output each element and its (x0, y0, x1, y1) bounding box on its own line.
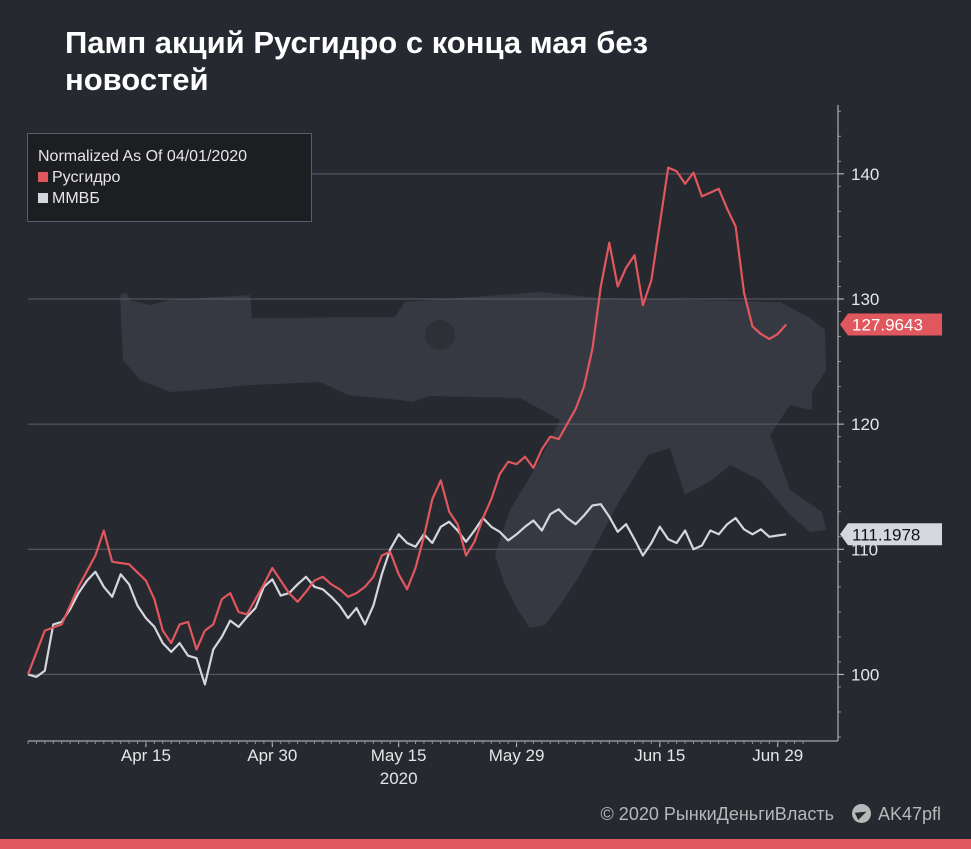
last-value-tag (840, 523, 942, 546)
legend-header: Normalized As Of 04/01/2020 (38, 148, 248, 165)
last-value-tag (840, 313, 942, 336)
legend-label-rusgidro: Русгидро (52, 169, 121, 186)
x-tick-label: Apr 15 (121, 746, 171, 765)
y-tick-label: 140 (851, 165, 879, 184)
series-line-mmvb (27, 503, 787, 686)
legend-swatch-rusgidro (38, 172, 48, 182)
copyright-text: © 2020 РынкиДеньгиВласть (600, 804, 834, 824)
bottom-accent-bar (0, 839, 971, 849)
x-tick-label: Apr 30 (247, 746, 297, 765)
x-tick-label: May 15 (371, 746, 427, 765)
telegram-handle: AK47pfl (877, 804, 941, 824)
legend-swatch-mmvb (38, 193, 48, 203)
x-year-label: 2020 (380, 769, 418, 788)
rifle-watermark (120, 292, 826, 628)
telegram-icon (851, 804, 871, 823)
legend-item-mmvb: ММВБ (38, 188, 311, 209)
last-value-label: 111.1978 (852, 525, 920, 544)
chart-title: Памп акций Русгидро с конца мая без ново… (65, 25, 649, 97)
x-tick-label: Jun 15 (634, 746, 685, 765)
x-tick-label: May 29 (489, 746, 545, 765)
series-line-rusgidro (26, 166, 788, 675)
y-tick-label: 130 (851, 290, 879, 309)
x-tick-label: Jun 29 (752, 746, 803, 765)
last-value-label: 127.9643 (852, 315, 923, 334)
footer: © 2020 РынкиДеньгиВласть AK47pfl (601, 804, 941, 825)
legend-item-rusgidro: Русгидро (38, 167, 311, 188)
y-tick-label: 120 (851, 415, 879, 434)
y-tick-label: 100 (851, 665, 879, 684)
legend-label-mmvb: ММВБ (52, 190, 100, 207)
legend: Normalized As Of 04/01/2020 Русгидро ММВ… (27, 133, 312, 222)
